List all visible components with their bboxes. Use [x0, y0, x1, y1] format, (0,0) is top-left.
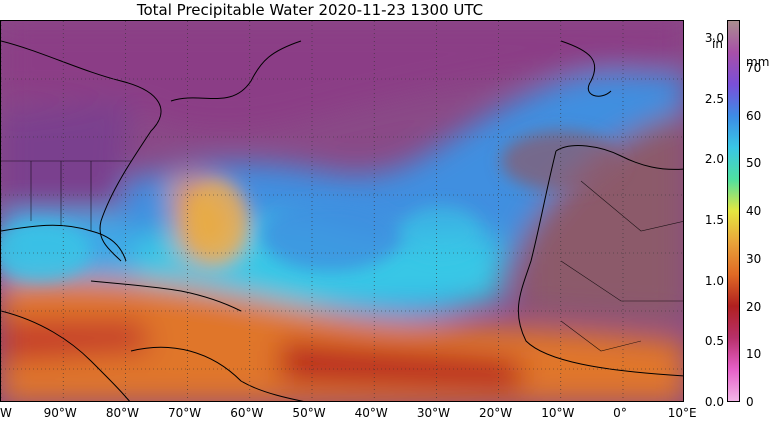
political-borders — [1, 160, 683, 352]
mm-tick: 0 — [746, 395, 754, 409]
mm-unit-label: mm — [746, 55, 770, 69]
mm-tick: 40 — [746, 204, 762, 219]
inch-unit-label: in — [712, 37, 723, 51]
lon-label: 90°W — [43, 406, 77, 420]
lon-label: 20°W — [479, 406, 513, 420]
lon-label: 10°W — [541, 406, 575, 420]
lon-label: 70°W — [168, 406, 202, 420]
inch-tick: 1.5 — [704, 213, 724, 228]
mm-tick: 60 — [746, 108, 762, 123]
map-title: Total Precipitable Water 2020-11-23 1300… — [136, 1, 484, 19]
inch-tick: 3.0 — [704, 31, 724, 46]
precipitable-water-colorbar — [727, 20, 740, 402]
mm-tick: 70 — [746, 60, 762, 75]
inch-tick: 0.5 — [704, 334, 724, 349]
lon-label: 60°W — [230, 406, 264, 420]
lon-label: 40°W — [354, 406, 388, 420]
inch-tick: 2.0 — [704, 152, 724, 167]
mm-tick: 20 — [746, 299, 762, 314]
mm-tick: 10 — [746, 347, 762, 362]
inch-tick: 0.0 — [704, 395, 724, 409]
mm-tick: 30 — [746, 251, 762, 266]
inch-tick: 1.0 — [704, 273, 724, 288]
tpw-map[interactable] — [0, 20, 684, 402]
lon-label: W — [0, 406, 12, 420]
tpw-map-canvas — [1, 21, 683, 401]
mm-tick: 50 — [746, 156, 762, 171]
lon-label: 10°E — [667, 406, 697, 420]
lon-label: 0° — [613, 406, 627, 420]
lon-label: 30°W — [416, 406, 450, 420]
inch-tick: 2.5 — [704, 91, 724, 106]
lon-label: 80°W — [105, 406, 139, 420]
lon-label: 50°W — [292, 406, 326, 420]
coastlines — [1, 40, 683, 401]
